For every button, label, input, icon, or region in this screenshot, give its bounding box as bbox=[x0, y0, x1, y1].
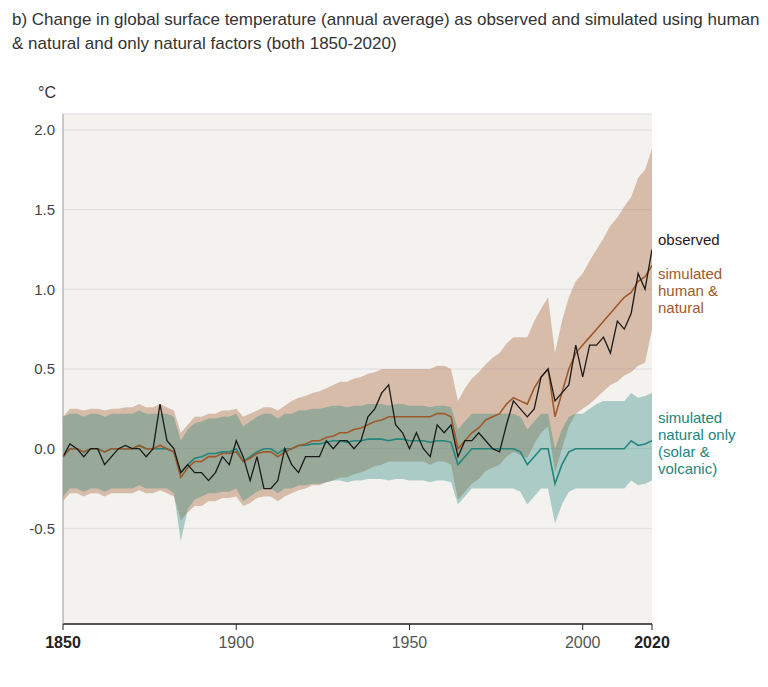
svg-text:2020: 2020 bbox=[634, 634, 670, 651]
svg-text:2.0: 2.0 bbox=[34, 121, 55, 138]
svg-text:1900: 1900 bbox=[218, 634, 254, 651]
html-text:°C: °C bbox=[38, 84, 56, 101]
svg-text:0.0: 0.0 bbox=[34, 440, 55, 457]
svg-text:1950: 1950 bbox=[392, 634, 428, 651]
svg-text:observed: observed bbox=[658, 231, 720, 248]
svg-text:1850: 1850 bbox=[45, 634, 81, 651]
svg-text:1.5: 1.5 bbox=[34, 201, 55, 218]
svg-text:1.0: 1.0 bbox=[34, 281, 55, 298]
svg-text:simulatednatural only(solar &v: simulatednatural only(solar &volcanic) bbox=[658, 409, 736, 477]
html-text:b) Change in global surface te: b) Change in global surface temperature … bbox=[12, 10, 760, 53]
svg-text:simulatedhuman &natural: simulatedhuman &natural bbox=[658, 265, 722, 316]
svg-text:0.5: 0.5 bbox=[34, 360, 55, 377]
svg-text:2000: 2000 bbox=[565, 634, 601, 651]
svg-text:-0.5: -0.5 bbox=[29, 520, 55, 537]
